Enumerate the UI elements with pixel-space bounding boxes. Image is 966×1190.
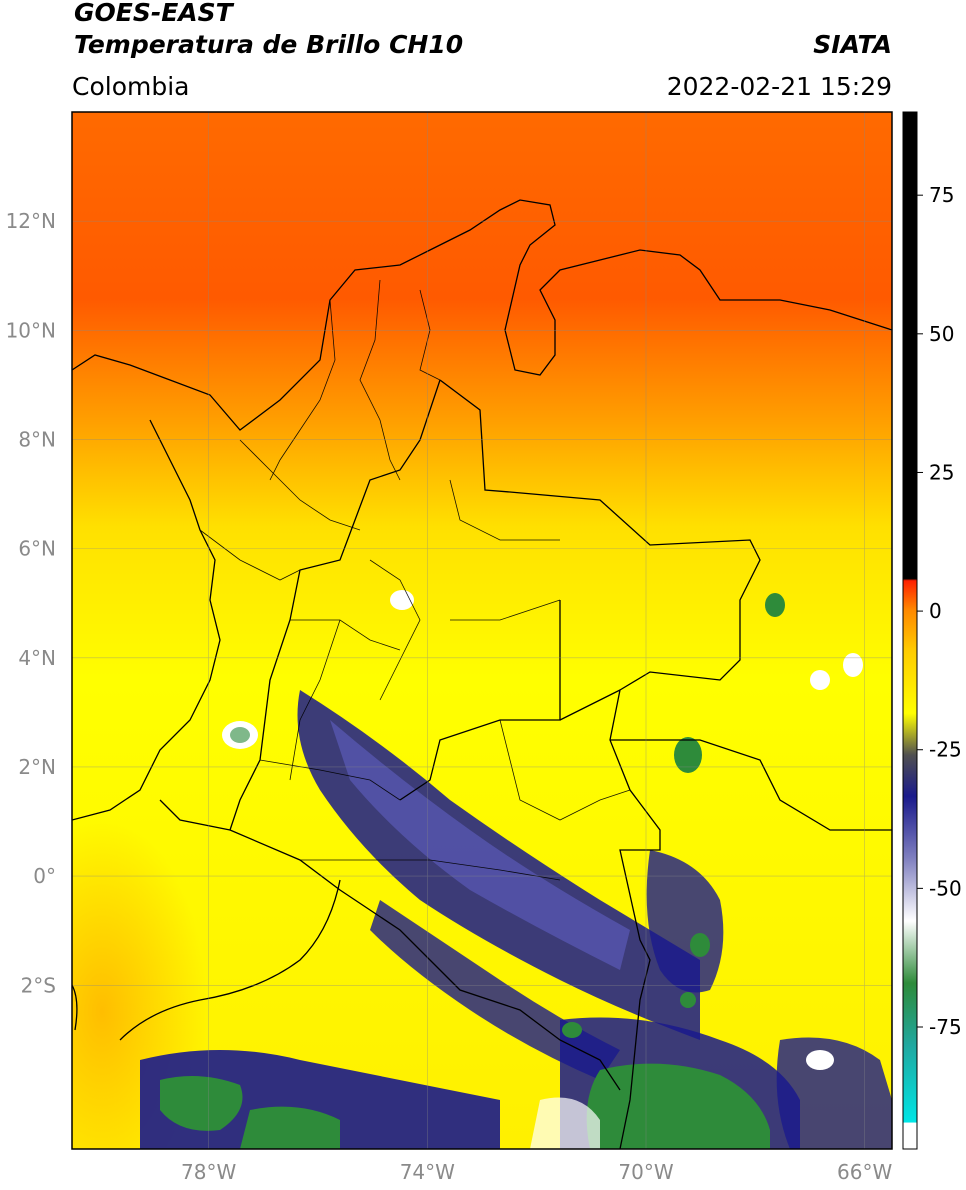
product-title: Temperatura de Brillo CH10 — [74, 30, 464, 59]
colorbar-ticks: 75 50 25 0 -25 -50 -75 — [917, 183, 962, 1039]
map-image — [72, 112, 892, 1149]
latitude-labels: 12°N 10°N 8°N 6°N 4°N 2°N 0° 2°S — [6, 209, 56, 997]
satellite-title: GOES-EAST — [74, 0, 233, 27]
colorbar-tick-label: 50 — [929, 322, 954, 346]
colorbar-tick-label: 75 — [929, 183, 954, 207]
colorbar-tick-label: 0 — [929, 599, 942, 623]
lat-tick-label: 10°N — [6, 318, 56, 342]
cold-cloud-tops — [160, 590, 863, 1149]
region-label: Colombia — [72, 72, 190, 101]
lat-tick-label: 0° — [33, 864, 56, 888]
lat-tick-label: 2°N — [18, 755, 56, 779]
datetime-label: 2022-02-21 15:29 — [666, 72, 892, 101]
borders — [72, 199, 892, 1149]
lon-tick-label: 66°W — [837, 1160, 892, 1184]
lon-tick-label: 78°W — [181, 1160, 236, 1184]
lat-tick-label: 8°N — [18, 427, 56, 451]
agency-label: SIATA — [813, 30, 892, 59]
colorbar-tick-label: -25 — [929, 738, 962, 762]
longitude-labels: 78°W 74°W 70°W 66°W — [181, 1160, 892, 1184]
colorbar — [902, 111, 918, 1150]
lat-tick-label: 12°N — [6, 209, 56, 233]
lon-tick-label: 74°W — [400, 1160, 455, 1184]
graticule — [72, 112, 892, 1149]
colorbar-tick-label: 25 — [929, 460, 954, 484]
lon-tick-label: 70°W — [618, 1160, 673, 1184]
colorbar-tick-label: -75 — [929, 1015, 962, 1039]
cloud-band — [140, 690, 892, 1149]
lat-tick-label: 4°N — [18, 646, 56, 670]
lat-tick-label: 2°S — [21, 973, 56, 997]
lat-tick-label: 6°N — [18, 537, 56, 561]
department-borders — [199, 279, 631, 881]
map-frame — [71, 111, 893, 1150]
colorbar-tick-label: -50 — [929, 876, 962, 900]
